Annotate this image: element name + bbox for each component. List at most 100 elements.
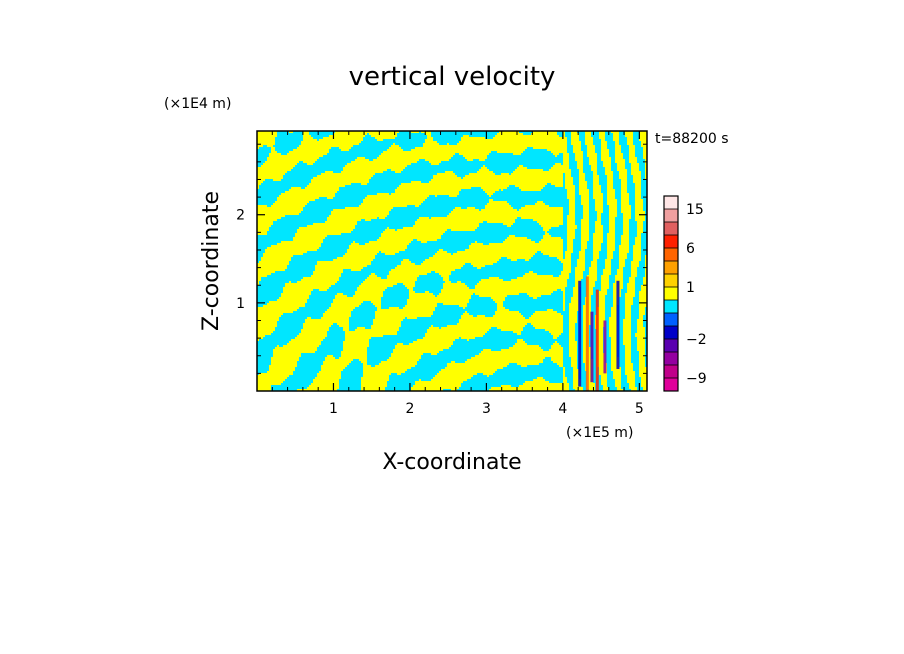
field-cell-negative [541,295,563,297]
field-cell-negative [565,299,571,301]
field-cell-negative [257,203,273,205]
field-cell-negative [357,221,415,223]
field-cell-negative [557,131,563,133]
field-cell-negative [567,381,573,383]
field-cell-negative [631,333,635,335]
field-cell-negative [495,191,567,193]
field-cell-negative [605,355,611,357]
field-cell-negative [395,143,423,145]
field-cell-negative [569,277,575,279]
field-cell-negative [645,309,647,311]
field-cell-negative [571,267,575,269]
field-cell-negative [289,375,317,377]
field-cell-negative [257,349,273,351]
field-cell-negative [503,279,511,281]
field-cell-negative [285,173,321,175]
field-cell-negative [629,243,635,245]
field-cell-negative [597,259,605,261]
field-cell-negative [257,237,293,239]
field-cell-negative [633,137,639,139]
field-cell-negative [349,329,355,331]
field-cell-negative [563,249,567,251]
velocity-field [257,131,647,391]
field-cell-negative [363,137,375,139]
field-cell-negative [479,223,503,225]
field-cell-negative [509,173,511,175]
field-cell-negative [593,139,601,141]
field-cell-negative [605,305,613,307]
field-cell-negative [575,199,581,201]
field-cell-negative [617,317,625,319]
field-cell-negative [589,239,593,241]
field-cell-negative [433,293,439,295]
field-cell-negative [515,235,543,237]
field-cell-negative [459,191,485,193]
field-cell-negative [641,197,647,199]
field-cell-negative [615,191,621,193]
field-cell-negative [585,177,593,179]
field-cell-negative [257,239,293,241]
field-cell-negative [567,379,573,381]
field-cell-negative [629,235,637,237]
field-cell-negative [451,345,513,347]
field-cell-negative [561,333,569,335]
field-cell-negative [401,373,437,375]
field-cell-negative [603,235,607,237]
field-cell-negative [491,151,497,153]
field-cell-negative [469,135,495,137]
field-cell-negative [611,263,619,265]
field-cell-negative [367,265,397,267]
field-cell-negative [329,329,343,331]
field-cell-negative [603,349,611,351]
field-cell-negative [567,151,573,153]
colorbar-tick-label: −9 [686,371,707,387]
field-cell-negative [521,333,551,335]
field-cell-negative [595,151,601,153]
field-cell-negative [635,147,643,149]
field-cell-negative [331,147,339,149]
field-cell-negative [583,163,589,165]
field-cell-negative [563,245,567,247]
field-cell-negative [579,295,587,297]
field-cell-negative [549,205,569,207]
field-cell-negative [559,335,569,337]
field-cell-negative [617,349,625,351]
field-cell-negative [257,151,271,153]
field-cell-negative [485,137,493,139]
field-cell-negative [523,151,551,153]
field-cell-negative [603,233,607,235]
field-cell-negative [569,159,575,161]
field-cell-negative [643,325,647,327]
field-cell-negative [583,169,591,171]
colorbar-tick-label: 1 [686,280,695,296]
field-cell-negative [637,161,645,163]
field-cell-negative [321,245,349,247]
field-cell-negative [319,247,349,249]
field-cell-negative [439,163,555,165]
field-cell-negative [585,251,593,253]
field-cell-negative [603,241,607,243]
field-cell-negative [571,263,577,265]
field-cell-negative [635,285,641,287]
field-cell-negative [383,291,409,293]
field-cell-negative [373,259,403,261]
field-cell-negative [629,237,635,239]
field-cell-negative [635,153,643,155]
colorbar-swatch [664,209,678,222]
field-cell-negative [409,259,425,261]
field-cell-negative [299,161,303,163]
field-cell-negative [383,295,409,297]
field-cell-negative [605,135,613,137]
field-cell-negative [341,233,381,235]
field-cell-negative [589,223,595,225]
field-cell-negative [531,239,541,241]
field-cell-negative [427,241,475,243]
field-cell-negative [523,327,535,329]
field-cell-negative [625,167,631,169]
field-cell-negative [641,233,647,235]
field-cell-negative [641,175,645,177]
field-cell-negative [259,339,291,341]
field-cell-negative [595,149,601,151]
field-cell-negative [607,373,613,375]
field-cell-negative [257,305,263,307]
